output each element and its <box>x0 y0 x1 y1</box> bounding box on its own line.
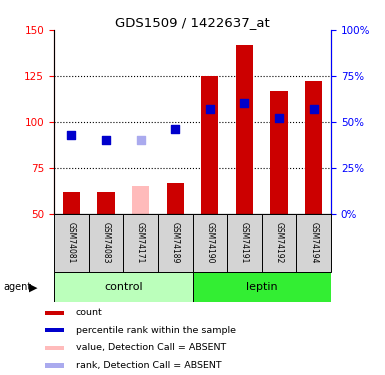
Point <box>68 132 74 138</box>
Bar <box>167 183 184 214</box>
Text: GSM74189: GSM74189 <box>171 222 180 264</box>
Text: control: control <box>104 282 142 292</box>
Text: GSM74081: GSM74081 <box>67 222 76 264</box>
Point <box>276 115 282 121</box>
Point <box>137 137 144 143</box>
Bar <box>97 192 115 214</box>
Bar <box>262 214 296 272</box>
Bar <box>54 214 89 272</box>
Bar <box>89 214 123 272</box>
Bar <box>236 45 253 214</box>
Bar <box>123 214 158 272</box>
Text: ▶: ▶ <box>29 282 37 292</box>
Text: leptin: leptin <box>246 282 278 292</box>
Point <box>172 126 178 132</box>
Bar <box>192 214 227 272</box>
Bar <box>45 346 64 350</box>
Bar <box>62 192 80 214</box>
Text: count: count <box>76 308 102 317</box>
Point <box>241 100 248 106</box>
Point <box>207 106 213 112</box>
Bar <box>45 311 64 315</box>
Bar <box>158 214 192 272</box>
Text: GSM74194: GSM74194 <box>309 222 318 264</box>
Bar <box>296 214 331 272</box>
Text: value, Detection Call = ABSENT: value, Detection Call = ABSENT <box>76 344 226 352</box>
Text: GSM74083: GSM74083 <box>101 222 110 264</box>
Bar <box>227 214 262 272</box>
Text: GSM74171: GSM74171 <box>136 222 145 264</box>
Text: agent: agent <box>4 282 32 292</box>
Text: GSM74191: GSM74191 <box>240 222 249 264</box>
Text: GSM74190: GSM74190 <box>205 222 214 264</box>
Point <box>103 137 109 143</box>
Text: GSM74192: GSM74192 <box>275 222 284 264</box>
Bar <box>45 363 64 368</box>
Point <box>311 106 317 112</box>
Bar <box>305 81 323 214</box>
Bar <box>271 91 288 214</box>
Title: GDS1509 / 1422637_at: GDS1509 / 1422637_at <box>115 16 270 29</box>
Bar <box>192 272 331 302</box>
Text: rank, Detection Call = ABSENT: rank, Detection Call = ABSENT <box>76 361 221 370</box>
Bar <box>201 76 219 214</box>
Text: percentile rank within the sample: percentile rank within the sample <box>76 326 236 335</box>
Bar <box>54 272 192 302</box>
Bar <box>132 186 149 214</box>
Bar <box>45 328 64 332</box>
